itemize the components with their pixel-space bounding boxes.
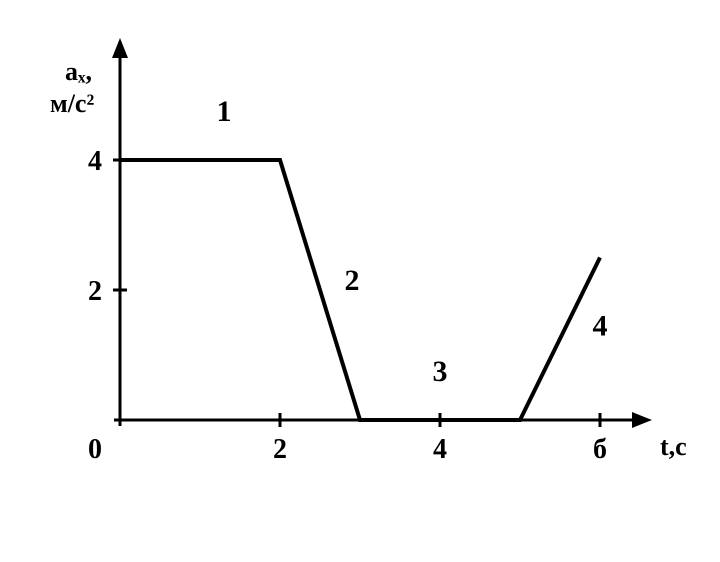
x-tick-label: 2 [273,434,287,465]
chart-svg: 2 4 б 2 4 0 aₓ, м/с² t,c 1 2 3 4 [0,0,720,562]
segment-label: 4 [593,310,608,343]
segment-label: 1 [217,95,232,128]
y-tick-label: 2 [88,276,102,307]
acceleration-curve [120,160,600,420]
segment-label: 3 [433,355,448,388]
origin-label: 0 [88,434,102,465]
y-axis-label-1: aₓ, [65,57,92,86]
y-tick-label: 4 [88,146,102,177]
x-tick-label: 4 [433,434,447,465]
x-tick-label: б [593,434,607,465]
segment-label: 2 [345,264,360,297]
physics-acceleration-chart: 2 4 б 2 4 0 aₓ, м/с² t,c 1 2 3 4 [0,0,720,562]
x-axis-arrow [632,412,652,428]
y-axis-label-2: м/с² [50,89,94,118]
x-axis-label: t,c [660,432,687,461]
y-axis-arrow [112,38,128,58]
